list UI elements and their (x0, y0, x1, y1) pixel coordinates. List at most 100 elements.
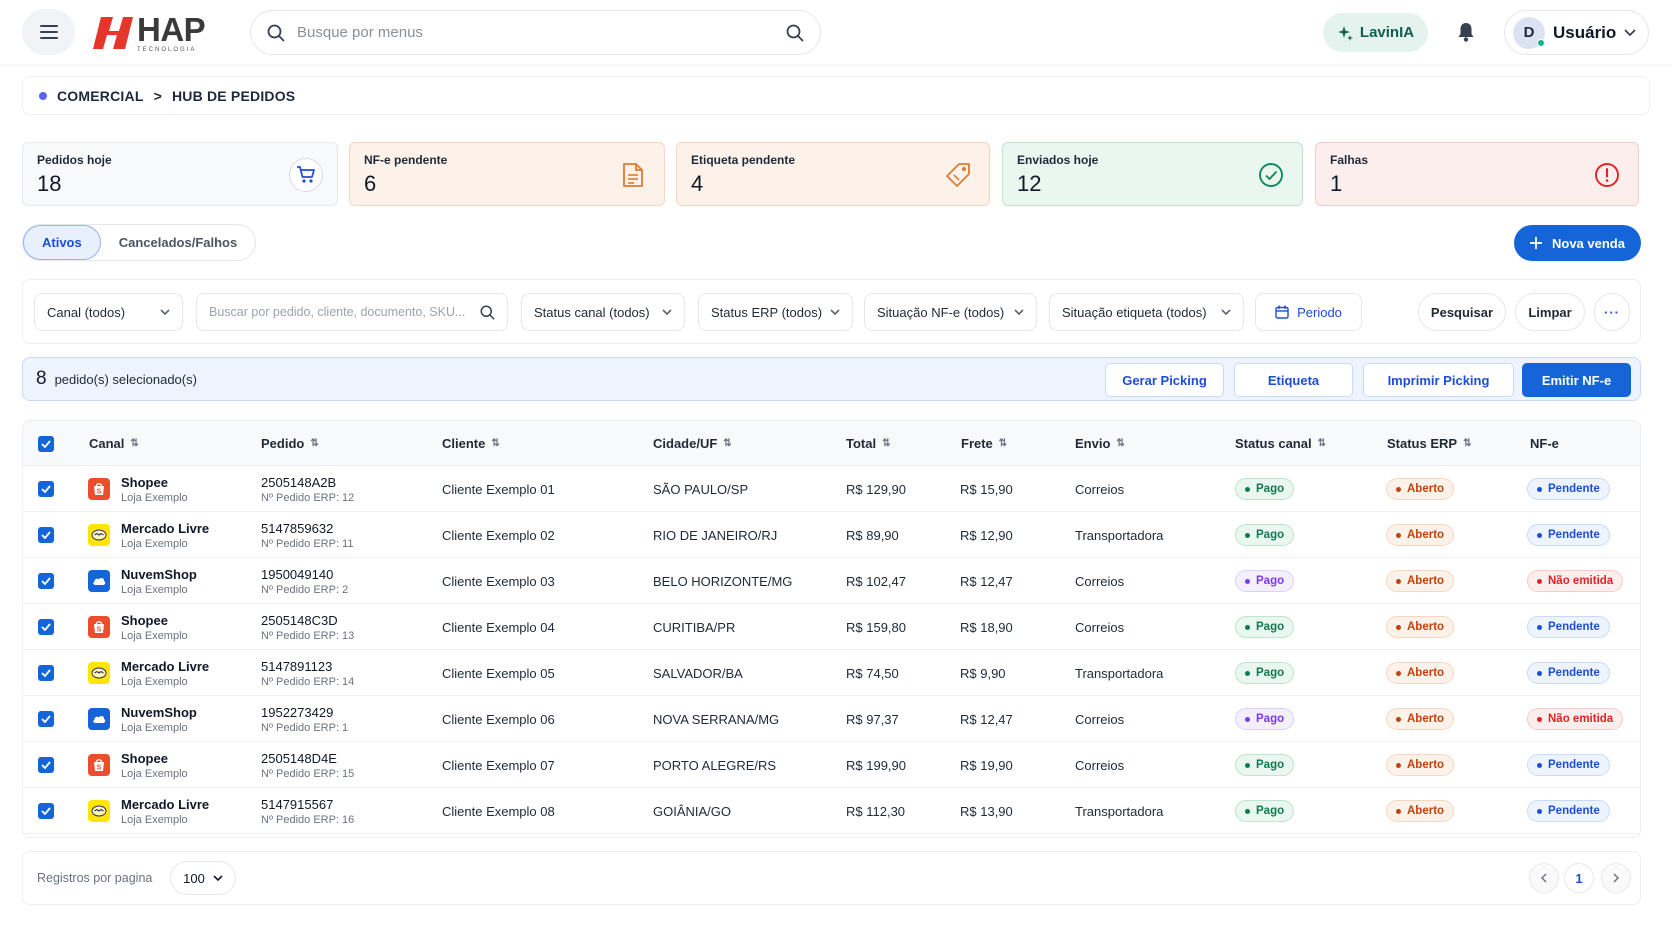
notification-bell-icon[interactable] (1454, 20, 1478, 44)
shopee-icon: S (88, 616, 110, 638)
per-page-select[interactable]: 100 (170, 861, 236, 895)
row-select-cell (38, 604, 54, 650)
filter-search[interactable] (196, 293, 508, 331)
stat-value: 18 (37, 171, 62, 196)
stat-etiqueta-pendente: Etiqueta pendente 4 (676, 142, 990, 206)
table-row[interactable]: Mercado Livre Loja Exemplo 5147915567 Nº Pe… (23, 788, 1640, 834)
total-cell: R$ 112,30 (846, 803, 906, 819)
selection-bar: 8 pedido(s) selecionado(s) Gerar Picking… (22, 357, 1641, 401)
filter-status-erp[interactable]: Status ERP (todos) (698, 293, 853, 331)
chevron-down-icon (662, 309, 672, 315)
row-checkbox[interactable] (38, 481, 54, 497)
hamburger-icon (39, 25, 58, 39)
pedido-number[interactable]: 2505148D4E (261, 750, 337, 766)
cidade-cell: NOVA SERRANA/MG (653, 711, 780, 727)
user-menu[interactable]: D Usuário (1504, 10, 1649, 55)
col-envio[interactable]: Envio ⇅ (1075, 421, 1125, 466)
col-pedido[interactable]: Pedido ⇅ (261, 421, 319, 466)
filter-periodo[interactable]: Periodo (1255, 293, 1362, 331)
select-all-checkbox[interactable] (38, 435, 54, 452)
mercado-livre-icon (88, 524, 110, 546)
menu-search[interactable] (250, 10, 821, 55)
table-row[interactable]: Mercado Livre Loja Exemplo 5147859632 Nº Pe… (23, 512, 1640, 558)
table-row[interactable]: Mercado Livre Loja Exemplo 5147891123 Nº Pe… (23, 650, 1640, 696)
etiqueta-button[interactable]: Etiqueta (1234, 363, 1353, 397)
tab-cancelados-falhos[interactable]: Cancelados/Falhos (118, 235, 238, 250)
pedido-number[interactable]: 2505148A2B (261, 474, 337, 490)
row-checkbox[interactable] (38, 573, 54, 589)
pedido-number[interactable]: 5147859632 (261, 520, 334, 536)
canal-name: NuvemShop (121, 566, 197, 582)
envio-cell: Correios (1075, 481, 1125, 497)
gerar-picking-button[interactable]: Gerar Picking (1105, 363, 1224, 397)
row-checkbox[interactable] (38, 665, 54, 681)
table-row[interactable]: S Shopee Loja Exemplo 2505148D4E Nº Pedido E… (23, 742, 1640, 788)
avatar-initial: D (1523, 24, 1535, 41)
col-total[interactable]: Total ⇅ (846, 421, 890, 466)
breadcrumb: COMERCIAL > HUB DE PEDIDOS (22, 76, 1650, 115)
status-dot (1537, 578, 1542, 584)
checkmark-icon (41, 761, 51, 769)
col-cidade[interactable]: Cidade/UF ⇅ (653, 421, 732, 466)
shopee-icon: S (88, 478, 110, 500)
row-checkbox[interactable] (38, 619, 54, 635)
table-row[interactable]: S Shopee Loja Exemplo 2505148A2B Nº Pedido E… (23, 466, 1640, 512)
col-canal[interactable]: Canal ⇅ (89, 421, 139, 466)
emitir-nfe-button[interactable]: Emitir NF-e (1522, 363, 1631, 397)
search-submit-icon[interactable] (786, 24, 804, 42)
new-sale-button[interactable]: Nova venda (1514, 225, 1641, 261)
prev-page-button[interactable] (1529, 863, 1559, 893)
row-checkbox[interactable] (38, 803, 54, 819)
search-button[interactable]: Pesquisar (1418, 293, 1506, 331)
row-checkbox[interactable] (38, 757, 54, 773)
canal-cell: Mercado Livre Loja Exemplo (121, 512, 209, 558)
col-frete[interactable]: Frete ⇅ (961, 421, 1007, 466)
pedido-number[interactable]: 1952273429 (261, 704, 334, 720)
col-label: Cidade/UF (653, 436, 718, 451)
pedido-cell: 2505148D4E Nº Pedido ERP: 15 (261, 742, 354, 788)
canal-icon-cell: S (88, 742, 110, 788)
badge-text: Pago (1256, 759, 1285, 771)
total-cell: R$ 89,90 (846, 527, 899, 543)
cidade-cell: RIO DE JANEIRO/RJ (653, 527, 778, 543)
col-status-canal[interactable]: Status canal ⇅ (1235, 421, 1326, 466)
breadcrumb-section[interactable]: COMERCIAL (57, 87, 144, 104)
filter-situacao-etiqueta[interactable]: Situação etiqueta (todos) (1049, 293, 1244, 331)
logo[interactable]: HAP TECNOLOGIA (93, 13, 206, 53)
pedido-number[interactable]: 1950049140 (261, 566, 334, 582)
pedido-number[interactable]: 2505148C3D (261, 612, 338, 628)
table-row[interactable]: NuvemShop Loja Exemplo 1950049140 Nº Pedido… (23, 558, 1640, 604)
logo-mark-icon (93, 17, 133, 49)
pedido-cell: 2505148A2B Nº Pedido ERP: 12 (261, 466, 354, 512)
more-options-button[interactable]: ··· (1594, 293, 1630, 331)
menu-button[interactable] (22, 9, 75, 55)
pedido-number[interactable]: 5147915567 (261, 796, 334, 812)
col-cliente[interactable]: Cliente ⇅ (442, 421, 500, 466)
status-dot (1396, 486, 1401, 492)
pedido-number[interactable]: 5147891123 (261, 658, 333, 674)
imprimir-picking-button[interactable]: Imprimir Picking (1363, 363, 1514, 397)
table-row[interactable]: S Shopee Loja Exemplo 2505148C3D Nº Pedido E… (23, 604, 1640, 650)
filter-status-canal[interactable]: Status canal (todos) (521, 293, 685, 331)
col-status-erp[interactable]: Status ERP ⇅ (1387, 421, 1471, 466)
sort-icon: ⇅ (998, 437, 1008, 449)
envio-cell: Correios (1075, 711, 1125, 727)
order-tabs: Ativos Cancelados/Falhos (22, 224, 257, 261)
status-canal-cell: Pago (1235, 512, 1295, 558)
filter-situacao-nfe[interactable]: Situação NF-e (todos) (864, 293, 1037, 331)
menu-search-input[interactable] (297, 24, 786, 41)
table-row[interactable]: NuvemShop Loja Exemplo 1952273429 Nº Pedido… (23, 696, 1640, 742)
nfe-cell: Pendente (1527, 742, 1610, 788)
next-page-button[interactable] (1601, 863, 1631, 893)
sort-icon: ⇅ (491, 437, 500, 449)
row-checkbox[interactable] (38, 527, 54, 543)
assistant-button[interactable]: LavinIA (1323, 13, 1428, 52)
filter-canal[interactable]: Canal (todos) (34, 293, 183, 331)
tab-ativos[interactable]: Ativos (23, 225, 101, 260)
filter-search-input[interactable] (209, 305, 480, 319)
col-nfe[interactable]: NF-e (1530, 421, 1559, 466)
page-1-button[interactable]: 1 (1564, 863, 1594, 893)
chevron-down-icon (213, 875, 223, 881)
row-checkbox[interactable] (38, 711, 54, 727)
clear-button[interactable]: Limpar (1515, 293, 1585, 331)
